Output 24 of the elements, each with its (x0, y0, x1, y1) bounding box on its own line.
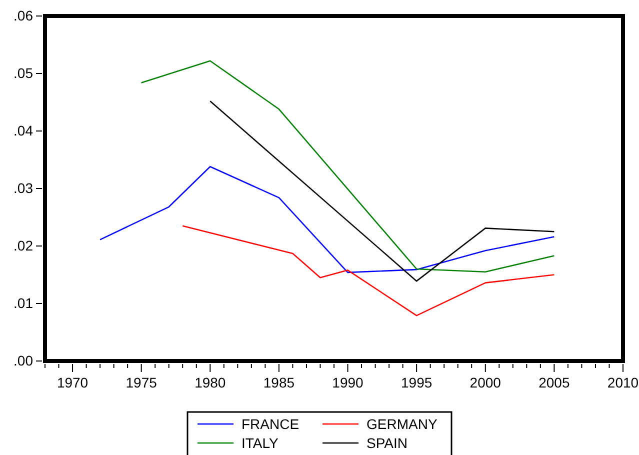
legend-label: SPAIN (366, 435, 408, 451)
x-tick-label: 1995 (400, 374, 432, 390)
line-series (99, 166, 555, 274)
legend-label: ITALY (242, 435, 279, 451)
x-tick-label: 1990 (332, 374, 364, 390)
legend-label: GERMANY (366, 416, 438, 432)
y-tick-label: .00 (14, 352, 34, 368)
line-series (182, 225, 555, 316)
y-tick-label: .05 (14, 64, 34, 81)
x-tick-label: 2000 (470, 374, 502, 390)
x-tick-label: 1985 (263, 374, 295, 390)
y-tick-label: .02 (14, 237, 34, 254)
x-tick-label: 2010 (607, 374, 639, 390)
y-tick-label: .04 (14, 122, 34, 138)
y-tick-label: .03 (14, 180, 34, 196)
y-tick-label: .06 (14, 7, 34, 24)
line-series (209, 100, 555, 282)
legend-label: FRANCE (242, 416, 300, 432)
x-tick-label: 2005 (538, 374, 570, 390)
x-tick-label: 1980 (194, 374, 226, 390)
line-series (140, 60, 555, 273)
x-tick-label: 1975 (126, 374, 158, 390)
y-tick-label: .01 (14, 294, 34, 311)
x-tick-label: 1970 (56, 374, 88, 390)
